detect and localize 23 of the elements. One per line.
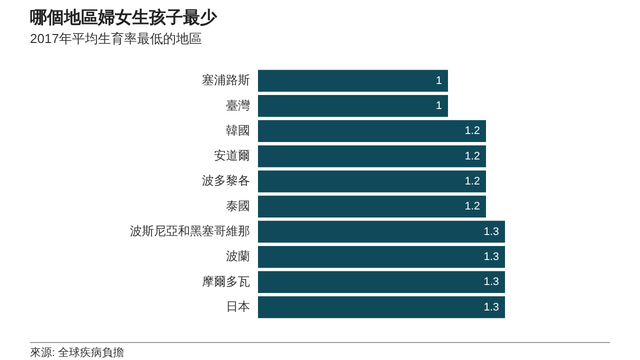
data-label: 1.3 xyxy=(484,226,499,238)
y-tick-label: 日本 xyxy=(226,300,250,314)
y-tick-label: 泰國 xyxy=(226,198,250,213)
data-label: 1.2 xyxy=(464,125,480,138)
data-label: 1.3 xyxy=(484,301,499,314)
y-tick-label: 安道爾 xyxy=(214,148,250,163)
y-tick-label: 波多黎各 xyxy=(202,174,250,188)
data-label: 1.3 xyxy=(484,276,499,288)
y-tick-label: 塞浦路斯 xyxy=(202,73,250,88)
data-label: 1 xyxy=(436,100,442,112)
y-tick-label: 波蘭 xyxy=(226,249,250,264)
data-label: 1.2 xyxy=(464,150,480,162)
y-tick-label: 韓國 xyxy=(226,123,250,138)
text: 2017年平均生育率最低的地區 xyxy=(30,30,202,48)
chart-title: 哪個地區婦女生孩子最少 xyxy=(30,7,217,29)
data-label: 1 xyxy=(436,74,442,87)
y-tick-label: 臺灣 xyxy=(226,98,250,112)
data-label: 1.2 xyxy=(464,175,480,188)
data-label: 1.3 xyxy=(484,250,499,263)
y-tick-label: 波斯尼亞和黑塞哥維那 xyxy=(130,224,250,238)
y-tick-label: 摩爾多瓦 xyxy=(202,274,250,288)
text: 來源: 全球疾病負擔 xyxy=(30,346,124,360)
data-label: 1.2 xyxy=(464,200,480,213)
